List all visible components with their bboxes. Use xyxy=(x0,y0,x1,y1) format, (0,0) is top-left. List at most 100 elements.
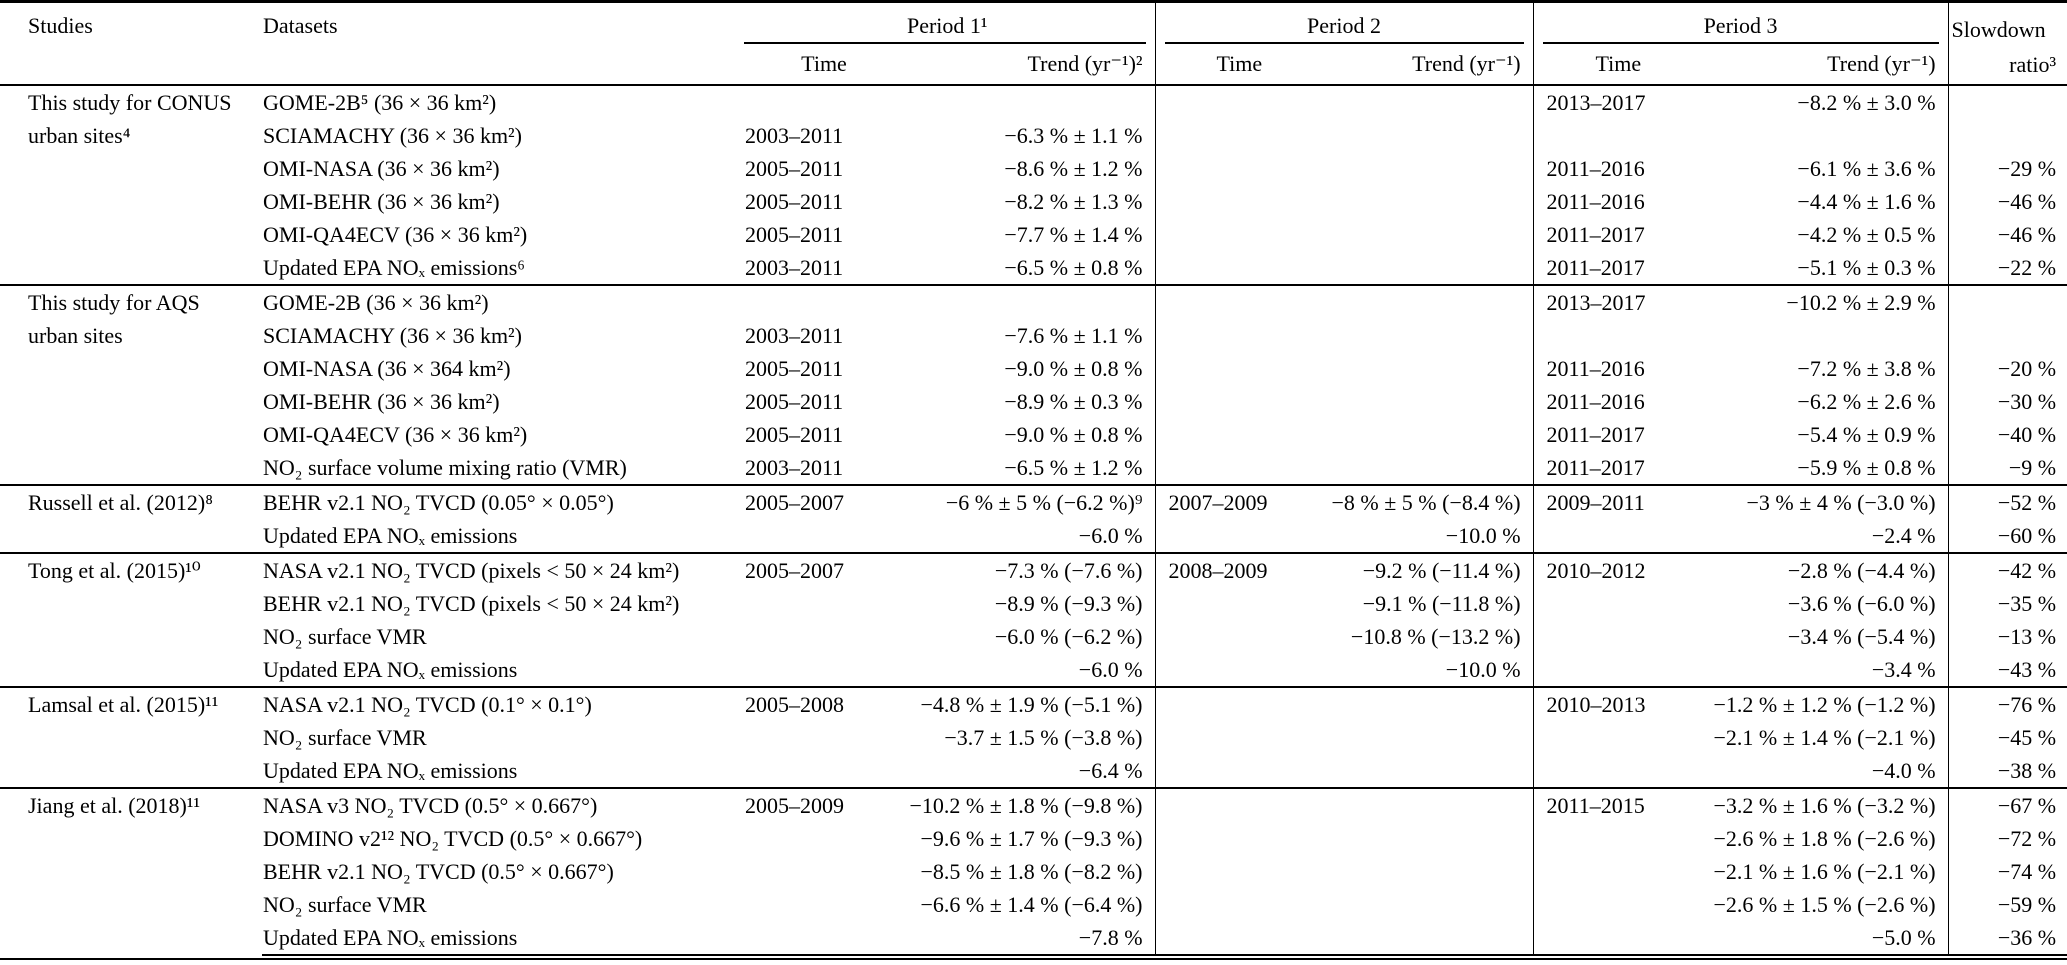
p1-time-cell: 2005–2011 xyxy=(745,388,844,414)
table-row: OMI-NASA (36 × 364 km²) 2005–2011 −9.0 % ±… xyxy=(0,351,2067,385)
slowdown-ratio-cell: −38 % xyxy=(1947,753,2067,788)
slowdown-ratio-cell xyxy=(1947,283,2067,319)
p2-time-cell xyxy=(1154,518,1324,553)
p3-time-cell: 2013–2017 xyxy=(1532,283,1704,319)
p3-time-cell: 2010–2012 xyxy=(1532,551,1704,587)
table-header: Studies Datasets Period 1¹ Period 2 Peri… xyxy=(0,1,2067,86)
table-row: NO₂ surface VMR −6.6 % ± 1.4 % (−6.4 %) −2… xyxy=(0,887,2067,921)
p2-trend-cell xyxy=(1323,218,1533,251)
p1-trend-cell: −8.5 % ± 1.8 % (−8.2 %) xyxy=(920,858,1143,884)
p1-trend-cell: −6.0 % xyxy=(1078,522,1143,548)
dataset-cell: SCIAMACHY (36 × 36 km²) xyxy=(263,322,522,348)
p1-trend-cell: −3.7 ± 1.5 % (−3.8 %) xyxy=(944,724,1143,750)
p1-trend-cell: −6.0 % (−6.2 %) xyxy=(994,623,1143,649)
dataset-cell: BEHR v2.1 NO₂ TVCD (0.5° × 0.667°) xyxy=(263,858,614,884)
slowdown-ratio-cell: −40 % xyxy=(1947,417,2067,451)
p3-trend-cell: −3.4 % xyxy=(1871,656,1936,682)
p2-trend-cell xyxy=(1323,119,1533,152)
p3-time-cell: 2011–2015 xyxy=(1532,786,1704,822)
p3-trend-cell: −8.2 % ± 3.0 % xyxy=(1703,83,1949,119)
p3-trend-cell: −3.6 % (−6.0 %) xyxy=(1787,590,1936,616)
p1-time-cell: 2005–2011 xyxy=(745,421,844,447)
p1-trend-cell: −9.6 % ± 1.7 % (−9.3 %) xyxy=(920,825,1143,851)
p3-trend-cell: −6.2 % ± 2.6 % xyxy=(1797,388,1936,414)
bottom-double-rule xyxy=(0,957,2067,960)
p1-trend-cell: −7.3 % (−7.6 %) xyxy=(908,551,1156,587)
p2-trend-cell xyxy=(1323,251,1533,285)
p1-trend-cell: −6.0 % xyxy=(1078,656,1143,682)
p3-time-cell xyxy=(1532,854,1704,888)
p3-time-cell xyxy=(1532,518,1704,553)
col-group-period3: Period 3 xyxy=(1532,1,1949,44)
p3-trend-cell: −5.0 % xyxy=(1703,920,1949,956)
p2-trend-cell xyxy=(1323,451,1533,485)
table-row: Jiang et al. (2018)¹¹ NASA v3 NO₂ TVCD (0… xyxy=(0,786,2067,955)
table-row: BEHR v2.1 NO₂ TVCD (pixels < 50 × 24 km²… xyxy=(0,586,2067,620)
p2-trend-cell xyxy=(1323,920,1534,956)
p2-trend-cell xyxy=(1323,352,1533,385)
p2-time-cell xyxy=(1154,217,1324,251)
dataset-cell: OMI-BEHR (36 × 36 km²) xyxy=(263,188,500,214)
p3-trend-cell: −4.2 % ± 0.5 % xyxy=(1797,221,1936,247)
dataset-cell: NO₂ surface VMR xyxy=(263,623,427,649)
p2-trend-cell xyxy=(1323,721,1533,754)
p1-time-cell xyxy=(740,721,908,754)
p2-time-cell: 2008–2009 xyxy=(1154,551,1324,587)
p3-trend-cell: −2.6 % ± 1.8 % (−2.6 %) xyxy=(1713,825,1936,851)
dataset-cell: Updated EPA NOₓ emissions xyxy=(263,757,518,783)
p3-trend-cell: −5.1 % ± 0.3 % xyxy=(1797,254,1936,280)
dataset-cell: NASA v3 NO₂ TVCD (0.5° × 0.667°) xyxy=(262,786,740,822)
p3-trend-cell: −5.9 % ± 0.8 % xyxy=(1797,454,1936,480)
p1-trend-cell: −6.3 % ± 1.1 % xyxy=(1004,122,1143,148)
p2-trend-cell xyxy=(1323,754,1533,788)
p2-time-cell xyxy=(1154,920,1324,956)
p1-time-cell: 2003–2011 xyxy=(745,254,844,280)
col-header-p3-trend: Trend (yr⁻¹) xyxy=(1703,43,1949,86)
slowdown-ratio-cell: −20 % xyxy=(1947,351,2067,385)
study-block: This study for CONUS urban sites⁴ GOME-2B… xyxy=(0,83,2067,285)
p1-time-cell: 2005–2009 xyxy=(740,786,908,822)
p2-trend-cell: −9.1 % (−11.8 %) xyxy=(1362,590,1521,616)
slowdown-ratio-cell: −72 % xyxy=(1947,821,2067,855)
table-row: Tong et al. (2015)¹⁰ NASA v2.1 NO₂ TVCD (… xyxy=(0,551,2067,687)
p3-time-cell: 2010–2013 xyxy=(1532,685,1704,721)
dataset-cell: NO₂ surface volume mixing ratio (VMR) xyxy=(263,454,627,480)
dataset-cell: BEHR v2.1 NO₂ TVCD (0.05° × 0.05°) xyxy=(262,483,740,519)
p2-time-cell xyxy=(1154,184,1324,218)
p2-trend-cell: −10.0 % xyxy=(1445,522,1521,548)
p1-time-cell xyxy=(740,587,908,620)
study-name: This study for CONUS urban sites⁴ xyxy=(0,83,262,285)
p2-trend-cell xyxy=(1323,385,1533,418)
slowdown-ratio-cell: −45 % xyxy=(1947,720,2067,754)
period2-underline xyxy=(1164,41,1524,44)
p3-time-cell: 2011–2017 xyxy=(1532,217,1704,251)
dataset-cell: Updated EPA NOₓ emissions⁶ xyxy=(263,254,525,280)
p2-trend-cell: −9.2 % (−11.4 %) xyxy=(1323,551,1534,587)
table-row: SCIAMACHY (36 × 36 km²) 2003–2011 −6.3 % ±… xyxy=(0,118,2067,152)
p1-trend-cell: −7.8 % xyxy=(908,920,1156,956)
p2-time-cell xyxy=(1154,83,1324,119)
dataset-cell: NASA v2.1 NO₂ TVCD (0.1° × 0.1°) xyxy=(262,685,740,721)
col-header-p3-time: Time xyxy=(1532,43,1704,86)
dataset-cell: SCIAMACHY (36 × 36 km²) xyxy=(263,122,522,148)
slowdown-ratio-cell: −46 % xyxy=(1947,184,2067,218)
p3-trend-cell: −3 % ± 4 % (−3.0 %) xyxy=(1703,483,1949,519)
col-header-p2-trend: Trend (yr⁻¹) xyxy=(1323,43,1534,86)
dataset-cell: NO₂ surface VMR xyxy=(263,724,427,750)
period1-underline xyxy=(744,41,1146,44)
table-row: Lamsal et al. (2015)¹¹ NASA v2.1 NO₂ TVCD… xyxy=(0,685,2067,788)
table-row: OMI-BEHR (36 × 36 km²) 2005–2011 −8.2 % ± … xyxy=(0,184,2067,218)
dataset-cell: Updated EPA NOₓ emissions xyxy=(263,656,518,682)
p1-time-cell: 2005–2007 xyxy=(740,551,908,587)
p1-time-cell xyxy=(740,920,908,956)
p2-trend-cell xyxy=(1323,822,1533,855)
p2-time-cell xyxy=(1154,753,1324,788)
p2-time-cell xyxy=(1154,283,1324,319)
p3-trend-cell: −2.8 % (−4.4 %) xyxy=(1703,551,1949,587)
study-block: Lamsal et al. (2015)¹¹ NASA v2.1 NO₂ TVCD… xyxy=(0,685,2067,788)
slowdown-ratio-cell: −22 % xyxy=(1947,250,2067,285)
study-block: Tong et al. (2015)¹⁰ NASA v2.1 NO₂ TVCD (… xyxy=(0,551,2067,687)
p3-time-cell xyxy=(1532,887,1704,921)
p3-trend-cell: −4.4 % ± 1.6 % xyxy=(1797,188,1936,214)
p3-time-cell xyxy=(1532,720,1704,754)
